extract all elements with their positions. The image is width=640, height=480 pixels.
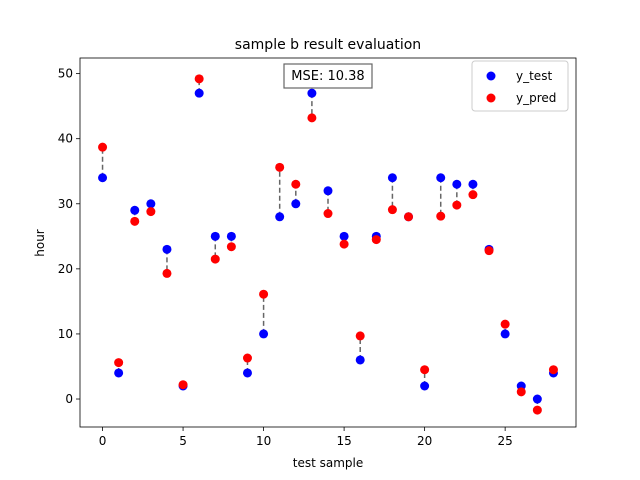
y-test-point bbox=[194, 88, 204, 98]
axes-frame bbox=[79, 57, 577, 428]
y-test-point bbox=[452, 179, 462, 189]
y-pred-point bbox=[194, 74, 204, 84]
y-pred-point bbox=[355, 331, 365, 341]
y-pred-point bbox=[484, 246, 494, 256]
y-test-point bbox=[146, 199, 156, 209]
y-pred-point bbox=[307, 113, 317, 123]
y-test-point bbox=[98, 173, 108, 183]
y-test-point bbox=[162, 244, 172, 254]
y-pred-point bbox=[548, 365, 558, 375]
y-test-point bbox=[259, 329, 269, 339]
y-test-point bbox=[436, 173, 446, 183]
y-pred-point bbox=[468, 190, 478, 200]
x-tick-label: 15 bbox=[336, 434, 351, 448]
y-test-point bbox=[532, 394, 542, 404]
y-pred-point bbox=[275, 162, 285, 172]
y-pred-point bbox=[420, 365, 430, 375]
mse-annotation: MSE: 10.38 bbox=[283, 63, 373, 89]
y-axis-label: hour bbox=[33, 229, 47, 257]
mse-annotation-box bbox=[283, 63, 373, 89]
y-test-point bbox=[210, 231, 220, 241]
y-pred-point bbox=[371, 235, 381, 245]
y-pred-point bbox=[162, 268, 172, 278]
y-tick-label: 30 bbox=[58, 197, 73, 211]
y-pred-point bbox=[339, 239, 349, 249]
x-tick-label: 20 bbox=[417, 434, 432, 448]
x-tick-label: 5 bbox=[179, 434, 187, 448]
y-pred-point bbox=[436, 211, 446, 221]
y-test-point bbox=[500, 329, 510, 339]
legend-box bbox=[471, 60, 569, 112]
y-test-point bbox=[420, 381, 430, 391]
y-test-point bbox=[307, 88, 317, 98]
y-tick-label: 50 bbox=[58, 67, 73, 81]
y-test-point bbox=[114, 368, 124, 378]
y-test-point bbox=[355, 355, 365, 365]
y-tick-label: 20 bbox=[58, 262, 73, 276]
legend-marker-y-pred bbox=[486, 93, 496, 103]
y-tick-label: 40 bbox=[58, 132, 73, 146]
legend-label-y-test: y_test bbox=[516, 69, 552, 83]
y-pred-point bbox=[130, 216, 140, 226]
y-pred-point bbox=[516, 387, 526, 397]
y-pred-point bbox=[226, 242, 236, 252]
y-tick-label: 10 bbox=[58, 327, 73, 341]
y-pred-point bbox=[291, 179, 301, 189]
y-pred-point bbox=[146, 207, 156, 217]
plot-area: 0 5 10 15 20 25 0 10 20 30 40 50 bbox=[58, 57, 577, 448]
y-test-point bbox=[339, 231, 349, 241]
x-axis-label: test sample bbox=[293, 456, 364, 470]
y-test-point bbox=[291, 199, 301, 209]
y-test-point bbox=[226, 231, 236, 241]
y-test-point bbox=[275, 212, 285, 222]
y-test-point bbox=[468, 179, 478, 189]
y-pred-point bbox=[500, 319, 510, 329]
y-pred-point bbox=[242, 353, 252, 363]
y-pred-point bbox=[387, 205, 397, 215]
y-test-point bbox=[242, 368, 252, 378]
y-tick-label: 0 bbox=[65, 392, 73, 406]
legend-label-y-pred: y_pred bbox=[516, 91, 556, 105]
y-test-point bbox=[323, 186, 333, 196]
y-pred-point bbox=[452, 200, 462, 210]
x-tick-label: 10 bbox=[256, 434, 271, 448]
y-pred-point bbox=[114, 358, 124, 368]
y-pred-point bbox=[532, 405, 542, 415]
y-test-point bbox=[130, 205, 140, 215]
y-pred-point bbox=[259, 289, 269, 299]
y-pred-point bbox=[210, 254, 220, 264]
legend: y_test y_pred bbox=[471, 60, 569, 112]
legend-marker-y-test bbox=[486, 71, 496, 81]
y-test-point bbox=[387, 173, 397, 183]
chart-title: sample b result evaluation bbox=[235, 37, 421, 53]
x-tick-label: 25 bbox=[498, 434, 513, 448]
y-pred-point bbox=[323, 209, 333, 219]
y-pred-point bbox=[98, 142, 108, 152]
mse-annotation-text: MSE: 10.38 bbox=[291, 69, 364, 84]
y-pred-point bbox=[178, 380, 188, 390]
x-tick-label: 0 bbox=[99, 434, 107, 448]
y-pred-point bbox=[404, 212, 414, 222]
